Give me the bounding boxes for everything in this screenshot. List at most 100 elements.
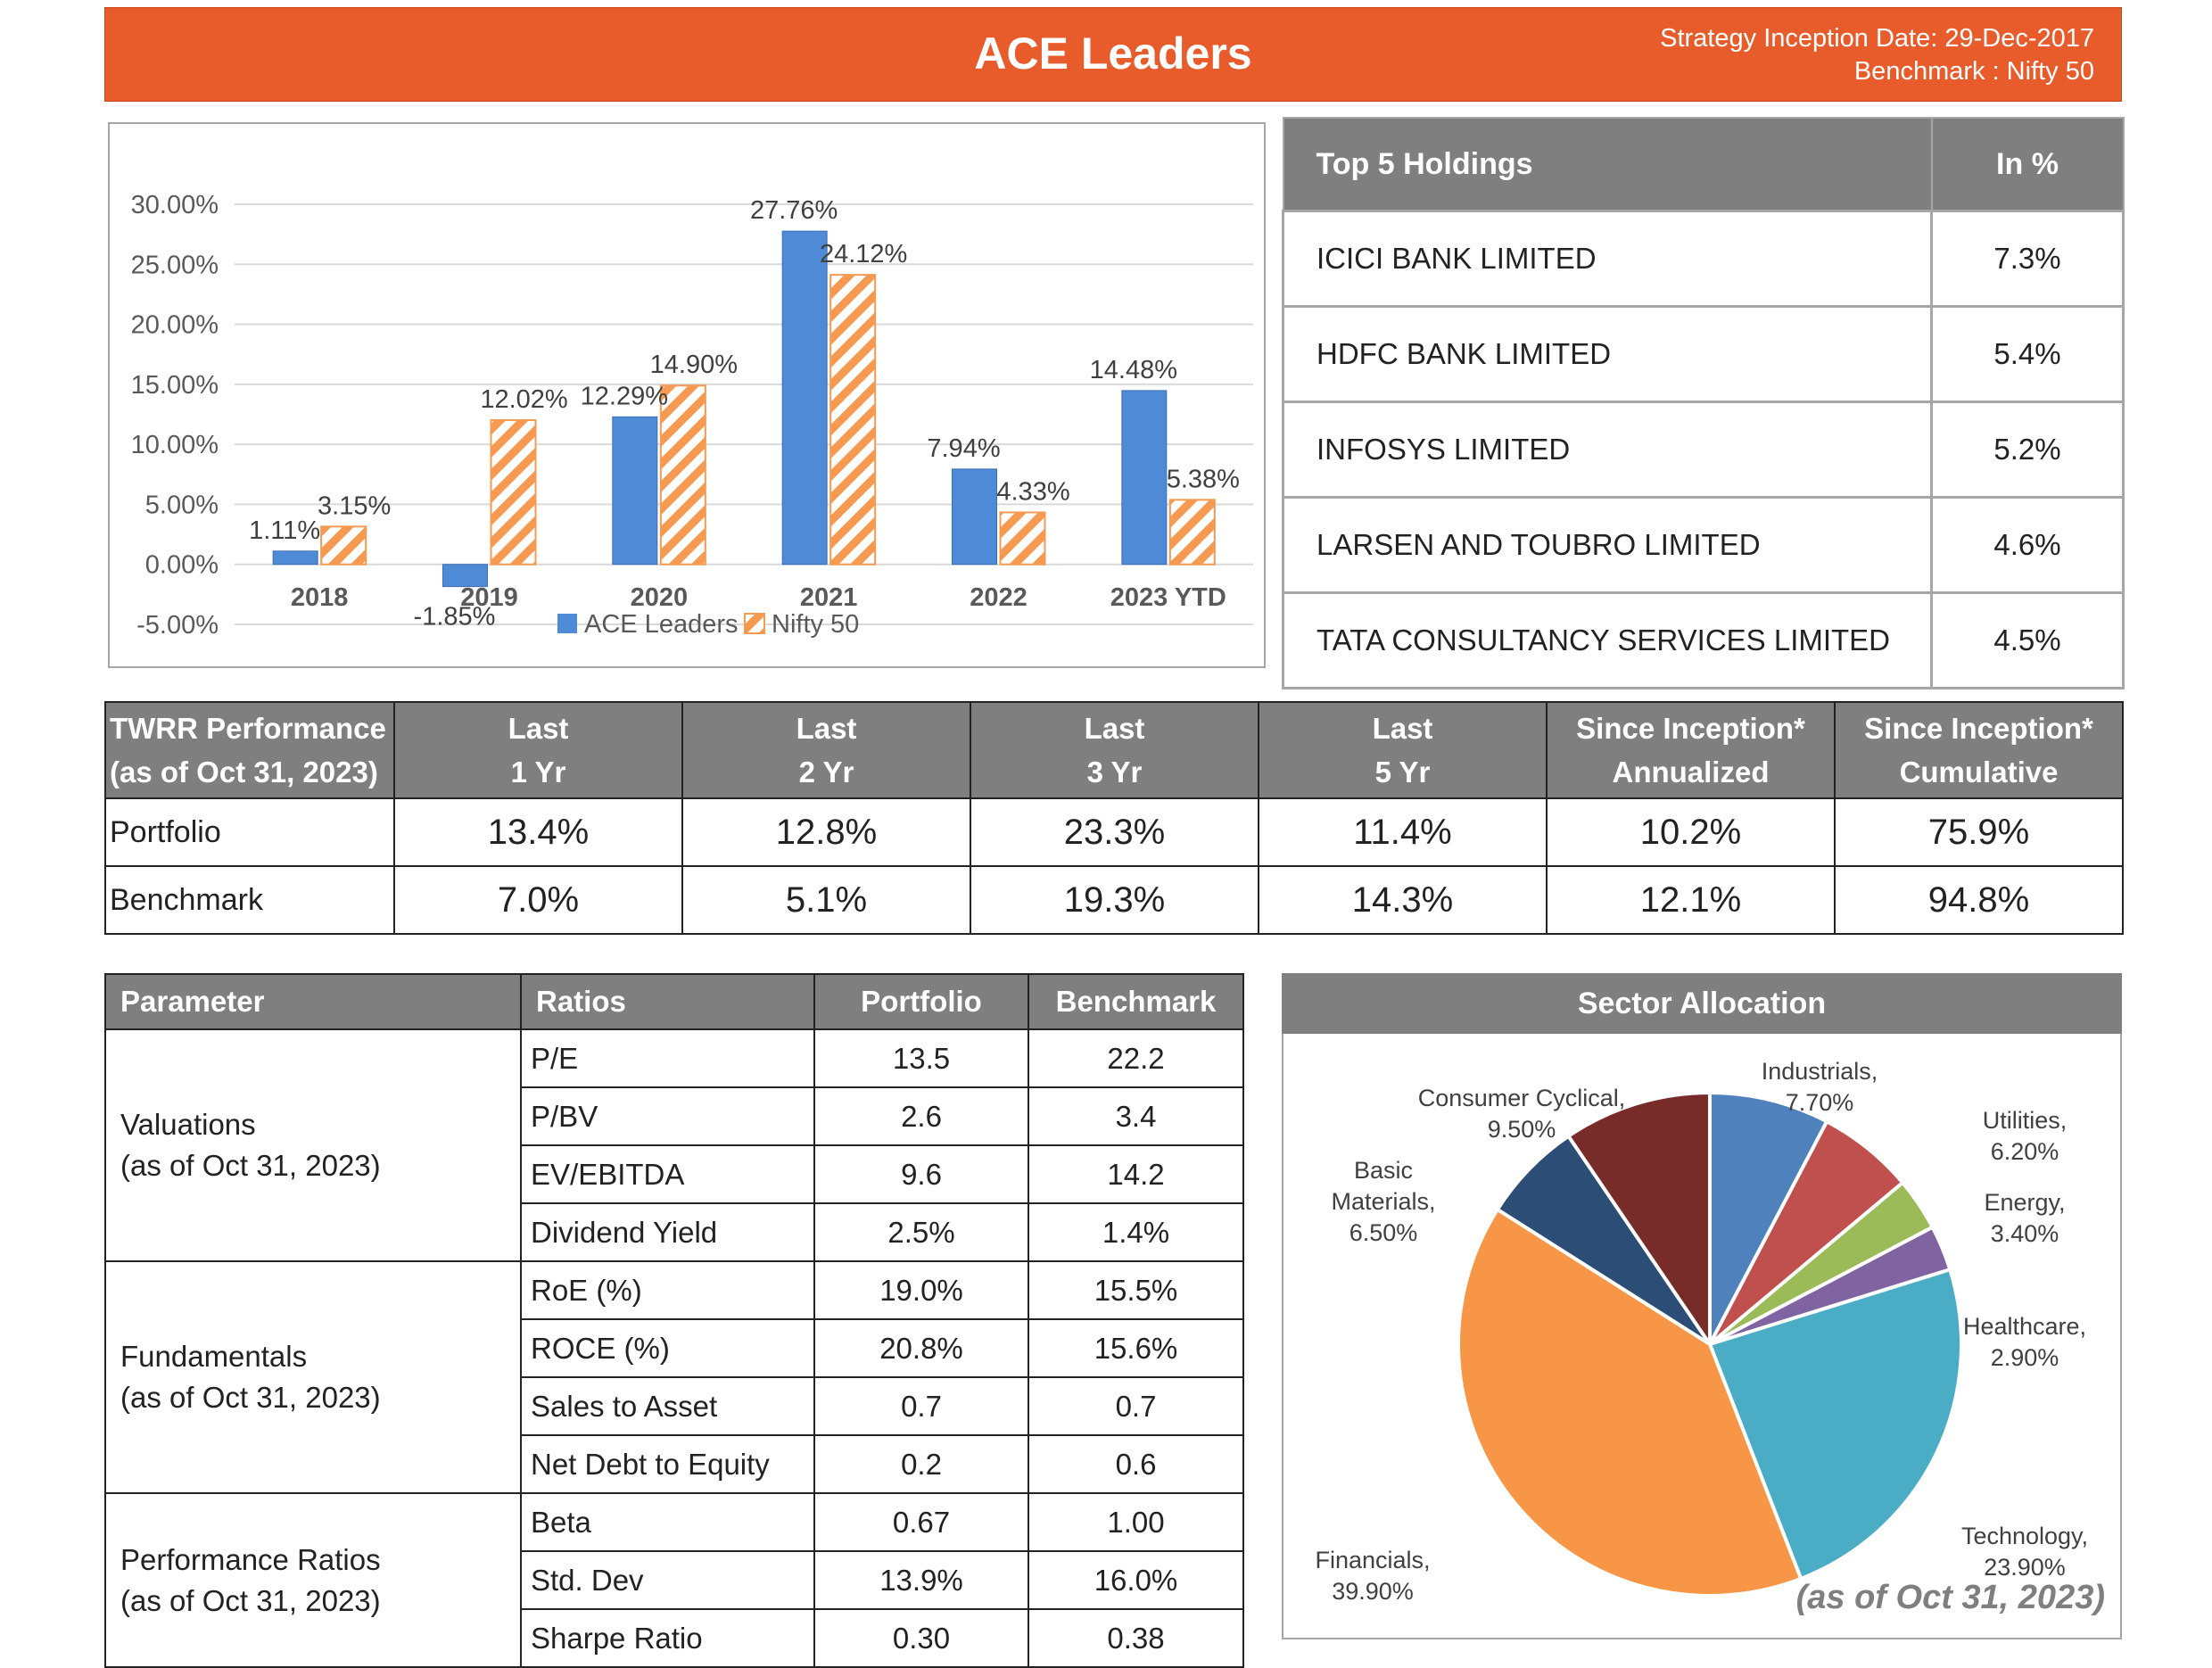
twrr-value: 19.3% (970, 865, 1259, 935)
ratio-portfolio: 19.0% (813, 1260, 1029, 1320)
ratio-portfolio: 9.6 (813, 1144, 1029, 1204)
pie-slice-label: 9.50% (1488, 1116, 1556, 1143)
holding-name: HDFC BANK LIMITED (1282, 305, 1933, 403)
holdings-header-row: Top 5 Holdings In % (1282, 117, 2125, 212)
y-tick-label: 30.00% (131, 191, 219, 219)
table-row: LARSEN AND TOUBRO LIMITED 4.6% (1282, 496, 2125, 594)
holding-name: ICICI BANK LIMITED (1282, 210, 1933, 308)
data-label-ace-leaders: 27.76% (750, 196, 838, 225)
param-group-name: Fundamentals (120, 1340, 308, 1373)
pie-slice-label: Healthcare, (1963, 1313, 2086, 1340)
holdings-header-name: Top 5 Holdings (1282, 117, 1933, 212)
ratio-name: Sales to Asset (520, 1376, 815, 1436)
holding-pct: 5.2% (1930, 400, 2125, 499)
twrr-value: 5.1% (681, 865, 971, 935)
data-label-ace-leaders: 12.29% (581, 382, 668, 410)
params-header-portfolio: Portfolio (813, 973, 1029, 1030)
y-tick-label: 25.00% (131, 251, 219, 279)
ratio-portfolio: 0.7 (813, 1376, 1029, 1436)
ratio-name: Std. Dev (520, 1550, 815, 1610)
x-tick-label: 2023 YTD (1110, 583, 1226, 612)
ratio-benchmark: 3.4 (1028, 1086, 1244, 1146)
params-header-ratios: Ratios (520, 973, 815, 1030)
data-label-ace-leaders: 14.48% (1090, 356, 1177, 384)
ratio-benchmark: 14.2 (1028, 1144, 1244, 1204)
ratio-benchmark: 15.6% (1028, 1318, 1244, 1378)
pie-slice-label: Technology, (1961, 1523, 2088, 1549)
ratio-name: Net Debt to Equity (520, 1434, 815, 1494)
legend-swatch-nifty-50 (744, 613, 765, 634)
bar-nifty-50 (999, 511, 1046, 566)
twrr-col-line1: Since Inception* (1864, 712, 2093, 745)
bar-nifty-50 (830, 274, 877, 566)
param-group-asof: (as of Oct 31, 2023) (120, 1583, 381, 1617)
param-group: Valuations (as of Oct 31, 2023) (104, 1028, 522, 1262)
ratio-benchmark: 0.38 (1028, 1608, 1244, 1668)
pie-slice-label: 6.20% (1991, 1138, 2059, 1165)
table-row: P/BV 2.6 3.4 (105, 1086, 1244, 1146)
twrr-performance-table: TWRR Performance (as of Oct 31, 2023) La… (104, 701, 2124, 935)
holdings-header-pct: In % (1930, 117, 2125, 212)
params-header-row: Parameter Ratios Portfolio Benchmark (104, 973, 1244, 1030)
twrr-value: 12.8% (681, 797, 971, 867)
x-tick-label: 2018 (291, 583, 349, 612)
ratio-benchmark: 1.4% (1028, 1202, 1244, 1262)
top-holdings-table: Top 5 Holdings In % ICICI BANK LIMITED 7.… (1282, 117, 2125, 689)
twrr-col-line2: Cumulative (1899, 756, 2059, 789)
header-banner: ACE Leaders Strategy Inception Date: 29-… (104, 7, 2122, 102)
ratio-benchmark: 15.5% (1028, 1260, 1244, 1320)
pie-slice-label: Consumer Cyclical, (1418, 1085, 1626, 1111)
pie-slice-label: Financials, (1315, 1547, 1430, 1573)
table-row: Benchmark 7.0% 5.1% 19.3% 14.3% 12.1% 94… (104, 865, 2124, 935)
table-row: Performance Ratios (as of Oct 31, 2023) B… (104, 1492, 1244, 1668)
legend: ACE Leaders Nifty 50 (557, 610, 859, 639)
bar-ace-leaders (272, 550, 318, 566)
ratio-benchmark: 22.2 (1028, 1028, 1244, 1088)
table-row: INFOSYS LIMITED 5.2% (1282, 400, 2125, 499)
ratio-portfolio: 0.30 (813, 1608, 1029, 1668)
ratio-name: Dividend Yield (520, 1202, 815, 1262)
bar-chart-svg: 30.00% 25.00% 20.00% 15.00% 10.00% 5.00% 0.00%… (131, 191, 1253, 640)
twrr-value: 14.3% (1258, 865, 1548, 935)
ratio-name: Beta (520, 1492, 815, 1552)
ratio-name: P/E (520, 1028, 815, 1088)
pie-slice-label: 2.90% (1991, 1344, 2059, 1371)
data-label-nifty-50: 5.38% (1167, 465, 1240, 493)
data-label-ace-leaders: 1.11% (249, 516, 320, 545)
twrr-col-header: Last 3 Yr (970, 701, 1259, 799)
twrr-header-row: TWRR Performance (as of Oct 31, 2023) La… (104, 701, 2124, 799)
twrr-value: 13.4% (393, 797, 683, 867)
pie-slice (1495, 1133, 1712, 1346)
y-tick-label: 5.00% (145, 491, 219, 519)
pie-slice-label: Utilities, (1983, 1107, 2068, 1134)
params-header-benchmark: Benchmark (1028, 973, 1244, 1030)
table-row: Portfolio 13.4% 12.8% 23.3% 11.4% 10.2% … (104, 797, 2124, 867)
table-row: TATA CONSULTANCY SERVICES LIMITED 4.5% (1282, 591, 2125, 689)
param-group-name: Valuations (120, 1108, 256, 1141)
table-row: Std. Dev 13.9% 16.0% (105, 1550, 1244, 1610)
twrr-row-label: Benchmark (104, 865, 395, 935)
table-row: Valuations (as of Oct 31, 2023) P/E 13.5 … (104, 1028, 1244, 1262)
twrr-col-line1: Last (1372, 712, 1433, 745)
twrr-col-line2: 3 Yr (1086, 756, 1143, 789)
x-tick-label: 2020 (631, 583, 689, 612)
y-tick-label: -5.00% (136, 611, 219, 640)
twrr-col-line2: 5 Yr (1374, 756, 1431, 789)
ratio-name: EV/EBITDA (520, 1144, 815, 1204)
holding-pct: 4.5% (1930, 591, 2125, 689)
header-meta: Strategy Inception Date: 29-Dec-2017 Ben… (1660, 22, 2094, 88)
ratio-benchmark: 0.6 (1028, 1434, 1244, 1494)
holding-name: INFOSYS LIMITED (1282, 400, 1933, 499)
twrr-value: 11.4% (1258, 797, 1548, 867)
ratio-portfolio: 13.9% (813, 1550, 1029, 1610)
holding-name: TATA CONSULTANCY SERVICES LIMITED (1282, 591, 1933, 689)
bar-ace-leaders (952, 468, 997, 566)
twrr-value: 94.8% (1834, 865, 2124, 935)
y-tick-label: 20.00% (131, 311, 219, 340)
pie-slice-label: Energy, (1984, 1189, 2065, 1216)
twrr-title: TWRR Performance (110, 712, 386, 745)
ratio-benchmark: 0.7 (1028, 1376, 1244, 1436)
bar-nifty-50 (320, 525, 367, 566)
pie-slice (1457, 1207, 1803, 1598)
annual-returns-chart: 30.00% 25.00% 20.00% 15.00% 10.00% 5.00% 0.00%… (108, 122, 1266, 668)
